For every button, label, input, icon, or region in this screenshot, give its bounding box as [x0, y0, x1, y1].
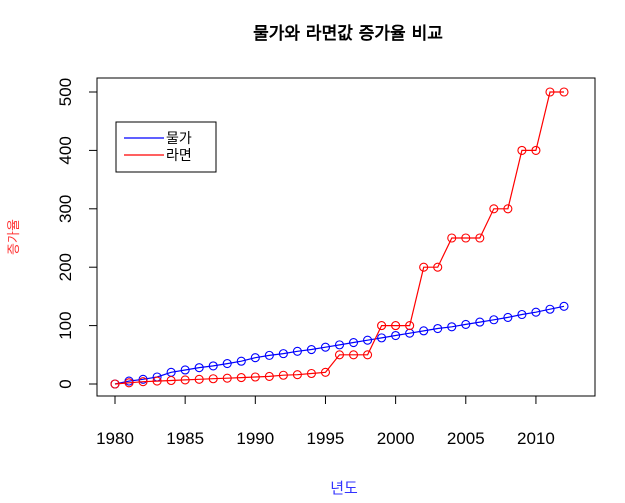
data-point [152, 376, 162, 386]
data-point [531, 307, 541, 317]
data-point [180, 365, 190, 375]
data-point [110, 379, 120, 389]
data-point [124, 378, 134, 388]
y-tick-label: 400 [56, 136, 75, 164]
y-axis-label: 증가율 [7, 219, 22, 255]
data-point [334, 350, 345, 360]
data-point [320, 367, 331, 377]
data-point [419, 326, 429, 336]
data-point [475, 317, 485, 327]
data-point [475, 233, 485, 243]
data-point [433, 323, 443, 334]
data-point [461, 233, 471, 243]
data-point [222, 373, 232, 383]
data-point [166, 375, 176, 386]
x-tick-label: 2000 [377, 429, 415, 448]
chart-title: 물가와 라면값 증가율 비교 [253, 24, 443, 44]
data-point [222, 359, 232, 369]
x-tick-label: 1995 [307, 429, 345, 448]
data-point [503, 204, 513, 214]
x-tick-label: 2005 [447, 429, 485, 448]
data-point [517, 145, 527, 155]
data-point [447, 233, 457, 243]
data-point [208, 374, 218, 384]
data-point [461, 319, 471, 329]
data-point [433, 262, 443, 272]
y-tick-label: 500 [56, 78, 75, 106]
data-point [489, 204, 499, 214]
x-tick-label: 1985 [166, 429, 204, 448]
data-point [447, 322, 457, 332]
data-point [503, 312, 513, 322]
y-tick-label: 300 [56, 195, 75, 223]
data-point [363, 335, 373, 345]
legend-label-ramen: 라면 [166, 148, 192, 164]
data-point [489, 315, 499, 325]
data-point [250, 353, 260, 363]
x-axis: 1980 1985 1990 1995 2000 2005 2010 [96, 395, 555, 448]
x-axis-label: 년도 [330, 479, 358, 497]
data-point [559, 87, 569, 97]
data-point [348, 337, 359, 348]
data-point [292, 346, 302, 356]
data-point [278, 370, 288, 380]
data-point [236, 356, 246, 366]
data-point [264, 371, 274, 381]
series-line [114, 305, 565, 385]
data-point [517, 309, 527, 320]
data-point [194, 374, 204, 384]
series-line [114, 91, 564, 385]
data-point [363, 350, 373, 360]
y-tick-label: 200 [56, 253, 75, 281]
legend-box [115, 121, 217, 173]
series-ramen [110, 87, 569, 389]
data-point [250, 372, 260, 382]
data-point [391, 330, 401, 341]
data-point [306, 368, 316, 379]
data-point [545, 304, 555, 314]
data-point [559, 301, 569, 311]
legend: 물가 라면 [115, 121, 217, 173]
series-layer [110, 87, 569, 389]
data-point [377, 321, 387, 331]
data-point [194, 363, 204, 373]
data-point [391, 321, 401, 331]
data-point [419, 262, 429, 272]
y-tick-label: 100 [56, 311, 75, 339]
x-tick-label: 2010 [517, 429, 555, 448]
data-point [138, 377, 148, 387]
data-point [320, 342, 331, 352]
data-point [405, 321, 415, 331]
x-tick-label: 1990 [236, 429, 274, 448]
data-point [334, 340, 345, 350]
data-point [348, 350, 359, 360]
y-tick-label: 0 [56, 379, 75, 388]
data-point [264, 350, 274, 360]
data-point [306, 344, 316, 355]
data-point [545, 87, 555, 97]
data-point [278, 349, 288, 359]
data-point [531, 145, 541, 155]
series-price [110, 301, 569, 389]
legend-label-price: 물가 [166, 131, 192, 147]
data-point [236, 373, 246, 383]
data-point [292, 370, 302, 380]
y-axis: 0 100 200 300 400 500 [56, 78, 98, 389]
data-point [180, 375, 190, 385]
data-point [208, 361, 218, 371]
data-point [138, 374, 148, 384]
x-tick-label: 1980 [96, 429, 134, 448]
data-point [377, 333, 387, 343]
